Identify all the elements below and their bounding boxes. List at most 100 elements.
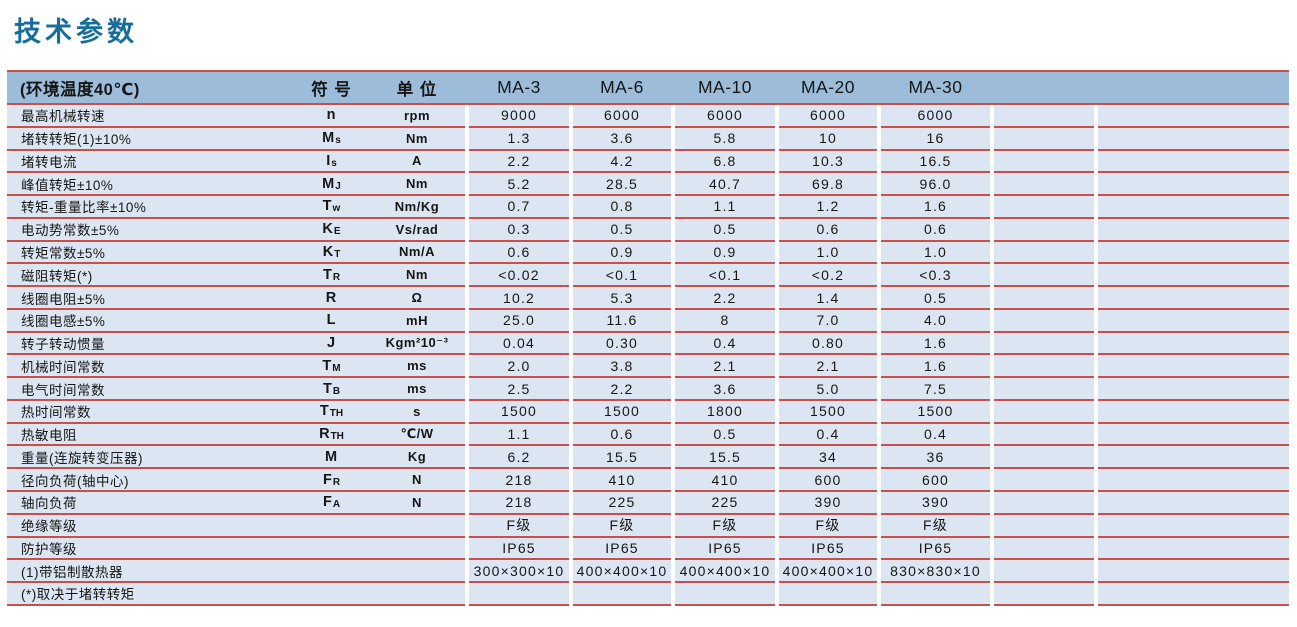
- table-row: 热敏电阻 R TH ℃/W 1.1 0.6 0.5 0.4 0.4: [7, 423, 1289, 447]
- value-cell-extra-2: [1098, 264, 1289, 288]
- value-cell-ma3: 300×300×10: [469, 560, 569, 584]
- value-cell-extra-2: [1098, 378, 1289, 401]
- value-cell-ma6: 4.2: [573, 150, 671, 174]
- symbol-main: L: [326, 312, 336, 329]
- value-cell-ma6: 1500: [573, 400, 671, 424]
- value-cell-ma30: 390: [881, 492, 990, 515]
- value-cell-extra-2: [1098, 218, 1289, 242]
- unit-cell: N: [369, 492, 465, 515]
- value-cell-extra-1: [994, 287, 1094, 310]
- value-cell-ma6: 225: [573, 492, 671, 515]
- param-name: 绝缘等级: [7, 514, 294, 538]
- symbol-subscript: R: [332, 271, 341, 283]
- value-cell-extra-2: [1098, 309, 1289, 333]
- param-name: 轴向负荷: [7, 492, 294, 515]
- value-cell-ma6: F级: [573, 514, 671, 538]
- table-row: 转子转动惯量 J Kgm²10⁻³ 0.04 0.30 0.4 0.80 1.6: [7, 332, 1289, 356]
- symbol-main: T: [322, 380, 332, 397]
- symbol-subscript: R: [332, 476, 341, 488]
- value-cell-ma30: 96.0: [881, 173, 990, 197]
- header-unit: 单 位: [396, 80, 438, 99]
- value-cell-ma20: [779, 583, 877, 606]
- symbol-main: T: [322, 357, 332, 374]
- value-cell-ma3: 25.0: [469, 309, 569, 333]
- param-name: (1)带铝制散热器: [7, 560, 294, 584]
- table-header-row: (环境温度40℃) 符 号 单 位 MA-3 MA-6 MA-10 MA-20 …: [7, 70, 1289, 105]
- value-cell-ma3: 2.5: [469, 378, 569, 401]
- symbol-cell: n: [294, 105, 369, 128]
- value-cell-ma10: <0.1: [675, 264, 775, 288]
- param-name: 转矩-重量比率±10%: [7, 196, 294, 219]
- value-cell-ma30: 1.0: [881, 241, 990, 265]
- value-cell-ma20: 0.80: [779, 332, 877, 356]
- param-name: 径向负荷(轴中心): [7, 469, 294, 493]
- header-model-ma10: MA-10: [697, 77, 753, 97]
- value-cell-ma10: 400×400×10: [675, 560, 775, 584]
- param-name: 电气时间常数: [7, 378, 294, 401]
- param-name: 磁阻转矩(*): [7, 264, 294, 288]
- value-cell-ma30: 16: [881, 127, 990, 151]
- table-row: 热时间常数 T TH s 1500 1500 1800 1500 1500: [7, 400, 1289, 424]
- value-cell-extra-1: [994, 378, 1094, 401]
- value-cell-ma20: 7.0: [779, 309, 877, 333]
- value-cell-ma6: 0.6: [573, 423, 671, 447]
- value-cell-ma6: [573, 583, 671, 606]
- symbol-cell: M: [294, 446, 369, 470]
- param-name: (*)取决于堵转转矩: [7, 583, 294, 606]
- value-cell-ma6: 2.2: [573, 378, 671, 401]
- value-cell-ma3: 1.1: [469, 423, 569, 447]
- value-cell-ma6: 3.8: [573, 355, 671, 379]
- value-cell-ma3: 1.3: [469, 127, 569, 151]
- param-name: 热时间常数: [7, 400, 294, 424]
- symbol-main: F: [322, 494, 332, 511]
- value-cell-ma10: 0.9: [675, 241, 775, 265]
- symbol-subscript: T: [334, 248, 341, 260]
- header-model-ma20: MA-20: [800, 77, 856, 97]
- value-cell-ma20: 390: [779, 492, 877, 515]
- value-cell-ma6: 410: [573, 469, 671, 493]
- value-cell-extra-2: [1098, 332, 1289, 356]
- value-cell-extra-2: [1098, 150, 1289, 174]
- symbol-cell: J: [294, 332, 369, 356]
- value-cell-ma10: 1800: [675, 400, 775, 424]
- value-cell-extra-2: [1098, 446, 1289, 470]
- table-row: (1)带铝制散热器 300×300×10 400×400×10 400×400×…: [7, 560, 1289, 584]
- value-cell-ma6: 15.5: [573, 446, 671, 470]
- symbol-cell: [294, 514, 369, 538]
- symbol-subscript: J: [335, 180, 341, 192]
- value-cell-ma30: 1500: [881, 400, 990, 424]
- symbol-main: R: [319, 426, 330, 443]
- unit-cell: Nm/Kg: [369, 196, 465, 219]
- symbol-subscript: s: [335, 135, 341, 147]
- symbol-subscript: s: [331, 157, 337, 169]
- value-cell-extra-1: [994, 492, 1094, 515]
- value-cell-extra-2: [1098, 537, 1289, 561]
- unit-cell: [369, 560, 465, 584]
- value-cell-ma6: 11.6: [573, 309, 671, 333]
- symbol-main: M: [322, 130, 335, 147]
- value-cell-ma3: 0.7: [469, 196, 569, 219]
- value-cell-ma30: 7.5: [881, 378, 990, 401]
- value-cell-ma3: 5.2: [469, 173, 569, 197]
- spec-table: (环境温度40℃) 符 号 单 位 MA-3 MA-6 MA-10 MA-20 …: [7, 70, 1289, 606]
- value-cell-ma10: 410: [675, 469, 775, 493]
- unit-cell: Nm: [369, 264, 465, 288]
- value-cell-ma30: 830×830×10: [881, 560, 990, 584]
- unit-cell: [369, 514, 465, 538]
- value-cell-extra-2: [1098, 287, 1289, 310]
- value-cell-ma10: 6.8: [675, 150, 775, 174]
- value-cell-ma3: 0.04: [469, 332, 569, 356]
- param-name: 线圈电阻±5%: [7, 287, 294, 310]
- param-name: 热敏电阻: [7, 423, 294, 447]
- value-cell-ma30: F级: [881, 514, 990, 538]
- table-row: 绝缘等级 F级 F级 F级 F级 F级: [7, 514, 1289, 538]
- value-cell-ma20: 34: [779, 446, 877, 470]
- value-cell-ma20: 600: [779, 469, 877, 493]
- value-cell-ma6: 3.6: [573, 127, 671, 151]
